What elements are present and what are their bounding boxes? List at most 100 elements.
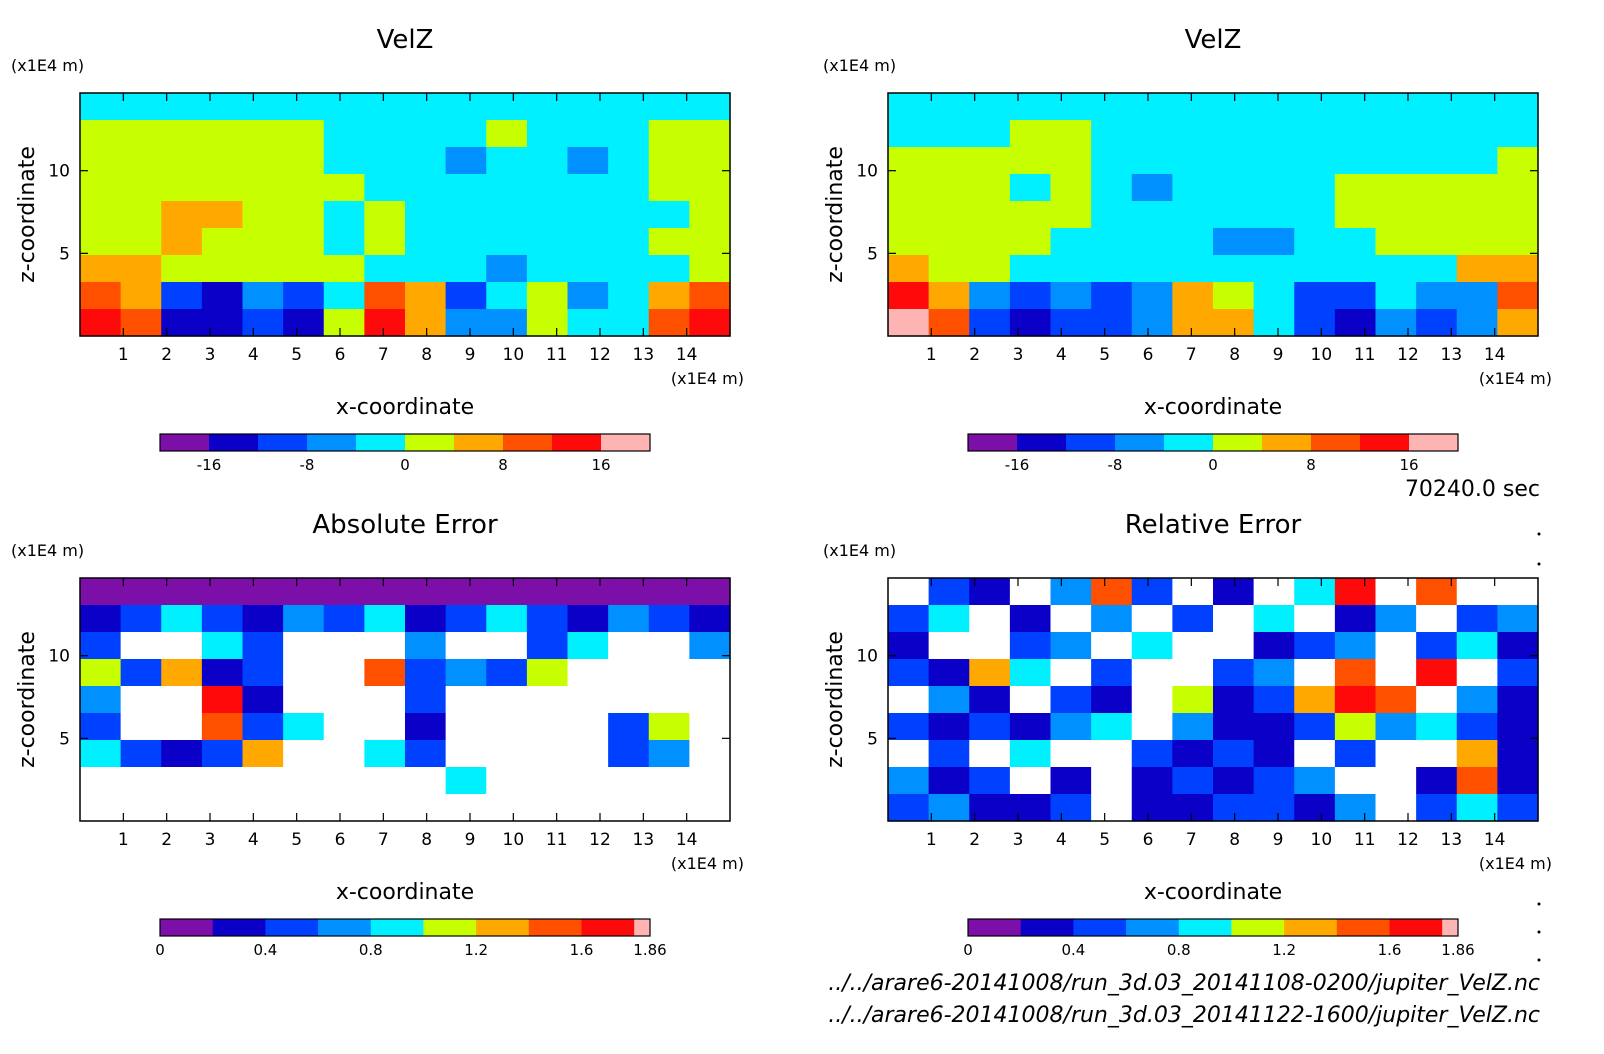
heatmap-cell: [323, 794, 365, 822]
heatmap-cell: [1456, 605, 1498, 633]
time-label: 70240.0 sec: [1405, 477, 1540, 502]
heatmap-cell: [323, 713, 365, 741]
heatmap-cell: [1253, 686, 1295, 714]
heatmap-cell: [283, 578, 325, 606]
heatmap-cell: [969, 713, 1011, 741]
heatmap-cell: [648, 659, 690, 687]
heatmap-cell: [323, 147, 365, 175]
heatmap-cell: [888, 605, 930, 633]
heatmap-cell: [928, 686, 970, 714]
heatmap-cell: [888, 309, 930, 337]
heatmap-cell: [1091, 147, 1133, 175]
heatmap-cell: [1497, 147, 1539, 175]
colorbar-segment: [258, 434, 308, 451]
heatmap-cell: [689, 605, 731, 633]
heatmap-cell: [1456, 740, 1498, 768]
heatmap-cell: [405, 632, 447, 660]
heatmap-cell: [1497, 659, 1539, 687]
colorbar-tick-label: 16: [591, 456, 610, 474]
heatmap-cell: [969, 632, 1011, 660]
x-tick-label: 12: [1397, 345, 1419, 365]
heatmap-cell: [1091, 578, 1133, 606]
heatmap-cell: [526, 120, 569, 148]
heatmap-cell: [445, 713, 487, 741]
x-tick-label: 14: [676, 345, 698, 365]
x-tick-label: 13: [1441, 345, 1463, 365]
heatmap-cell: [1375, 659, 1417, 687]
heatmap-cell: [445, 767, 487, 795]
heatmap-cell: [567, 282, 609, 310]
heatmap-cell: [445, 740, 487, 768]
heatmap-cell: [323, 659, 365, 687]
heatmap-cell: [120, 740, 162, 768]
heatmap-cell: [120, 605, 162, 633]
heatmap-cell: [1456, 309, 1498, 337]
heatmap-cell: [888, 767, 930, 795]
heatmap-cell: [1416, 659, 1458, 687]
heatmap-cell: [1213, 255, 1255, 283]
heatmap-cell: [1497, 255, 1539, 283]
y-unit-label: (x1E4 m): [11, 541, 84, 560]
heatmap-cell: [1416, 632, 1458, 660]
heatmap-cell: [242, 201, 284, 229]
heatmap-cell: [486, 228, 528, 256]
heatmap-cell: [1497, 794, 1539, 822]
heatmap-cells: [888, 93, 1539, 337]
heatmap-cells: [80, 578, 731, 822]
heatmap-cell: [1050, 174, 1092, 202]
heatmap-cell: [969, 740, 1011, 768]
heatmap-cell: [1050, 228, 1092, 256]
heatmap-cell: [526, 93, 569, 121]
heatmap-cell: [1009, 767, 1052, 795]
heatmap-cell: [120, 794, 162, 822]
colorbar-segment: [1164, 434, 1214, 451]
heatmap-cell: [689, 228, 731, 256]
heatmap-cell: [486, 659, 528, 687]
heatmap-cell: [323, 740, 365, 768]
heatmap-cell: [1294, 147, 1336, 175]
heatmap-cell: [928, 228, 970, 256]
heatmap-cell: [323, 228, 365, 256]
heatmap-cell: [648, 201, 690, 229]
heatmap-cell: [405, 93, 447, 121]
x-tick-label: 5: [1099, 345, 1110, 365]
y-tick-label: 10: [48, 647, 70, 667]
heatmap-cell: [969, 686, 1011, 714]
colorbar-tick-label: -16: [1005, 456, 1030, 474]
x-tick-label: 11: [546, 345, 568, 365]
heatmap-cell: [1131, 632, 1173, 660]
heatmap-cell: [201, 578, 244, 606]
heatmap-cell: [120, 767, 162, 795]
colorbar-segment: [423, 919, 477, 936]
heatmap-cell: [689, 120, 731, 148]
heatmap-cell: [364, 659, 406, 687]
colorbar-tick-label: 1.6: [570, 941, 594, 959]
heatmap-cell: [1131, 713, 1173, 741]
heatmap-cell: [80, 578, 122, 606]
heatmap-cell: [1294, 201, 1336, 229]
heatmap-cell: [689, 174, 731, 202]
heatmap-cell: [1131, 120, 1173, 148]
heatmap-cell: [445, 147, 487, 175]
heatmap-cell: [567, 713, 609, 741]
heatmap-cell: [364, 174, 406, 202]
heatmap-cell: [1456, 578, 1498, 606]
x-tick-label: 8: [1229, 345, 1240, 365]
heatmap-cell: [1375, 767, 1417, 795]
heatmap-cell: [1456, 174, 1498, 202]
heatmap-cell: [1091, 201, 1133, 229]
heatmap-cell: [1091, 255, 1133, 283]
heatmap-cell: [689, 686, 731, 714]
heatmap-cell: [80, 767, 122, 795]
heatmap-cell: [1131, 255, 1173, 283]
heatmap-cell: [201, 93, 244, 121]
heatmap-cell: [1456, 201, 1498, 229]
heatmap-cell: [1172, 255, 1214, 283]
colorbar-frame: [967, 433, 1459, 452]
x-tick-label: 7: [1186, 830, 1197, 850]
heatmap-cell: [445, 794, 487, 822]
heatmap-cell: [608, 147, 650, 175]
heatmap-cell: [120, 228, 162, 256]
heatmap-cell: [1050, 201, 1092, 229]
heatmap-cell: [161, 174, 203, 202]
